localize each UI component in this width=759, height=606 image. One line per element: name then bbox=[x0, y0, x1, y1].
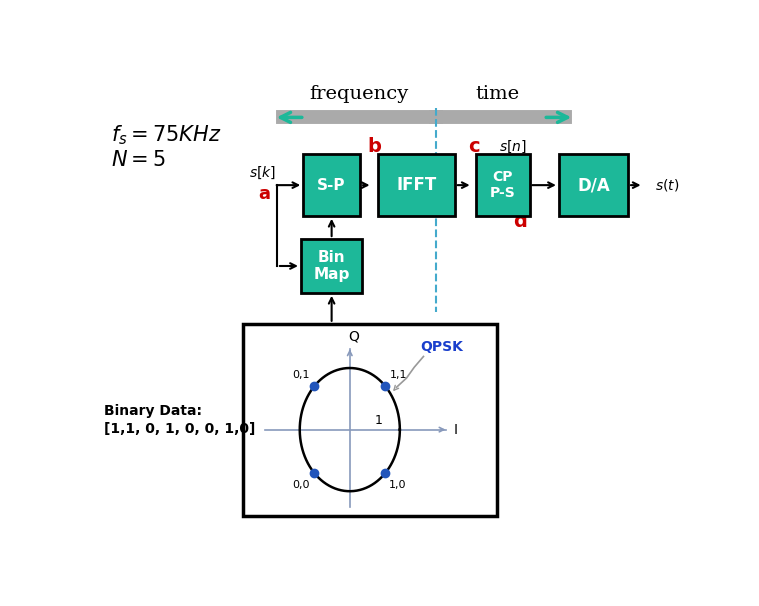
Text: a: a bbox=[259, 185, 271, 204]
Text: d: d bbox=[513, 212, 528, 231]
Text: 0,1: 0,1 bbox=[291, 370, 310, 381]
Text: 1,0: 1,0 bbox=[389, 481, 406, 490]
Text: time: time bbox=[475, 85, 519, 103]
Text: $s[n]$: $s[n]$ bbox=[499, 139, 527, 155]
Text: 1,1: 1,1 bbox=[390, 370, 408, 381]
Text: I: I bbox=[454, 422, 458, 436]
Text: 0,0: 0,0 bbox=[291, 481, 310, 490]
Text: b: b bbox=[367, 137, 381, 156]
Text: D/A: D/A bbox=[577, 176, 609, 194]
Text: Q: Q bbox=[348, 330, 359, 344]
FancyBboxPatch shape bbox=[476, 155, 530, 216]
Text: CP
P-S: CP P-S bbox=[490, 170, 515, 200]
Text: IFFT: IFFT bbox=[396, 176, 436, 194]
Text: S-P: S-P bbox=[317, 178, 346, 193]
Text: $N = 5$: $N = 5$ bbox=[111, 150, 165, 170]
FancyBboxPatch shape bbox=[378, 155, 455, 216]
Text: Bin
Map: Bin Map bbox=[313, 250, 350, 282]
Text: frequency: frequency bbox=[309, 85, 408, 103]
Text: $s[k]$: $s[k]$ bbox=[249, 165, 276, 181]
Text: QPSK: QPSK bbox=[420, 340, 463, 354]
Text: $f_s = 75KHz$: $f_s = 75KHz$ bbox=[111, 123, 221, 147]
FancyBboxPatch shape bbox=[301, 239, 363, 293]
Text: Binary Data:
[1,1, 0, 1, 0, 0, 1,0]: Binary Data: [1,1, 0, 1, 0, 0, 1,0] bbox=[105, 404, 256, 436]
FancyBboxPatch shape bbox=[303, 155, 361, 216]
FancyBboxPatch shape bbox=[243, 324, 497, 516]
Text: $s(t)$: $s(t)$ bbox=[655, 177, 679, 193]
FancyBboxPatch shape bbox=[559, 155, 628, 216]
Text: c: c bbox=[468, 137, 480, 156]
Text: 1: 1 bbox=[375, 414, 383, 427]
